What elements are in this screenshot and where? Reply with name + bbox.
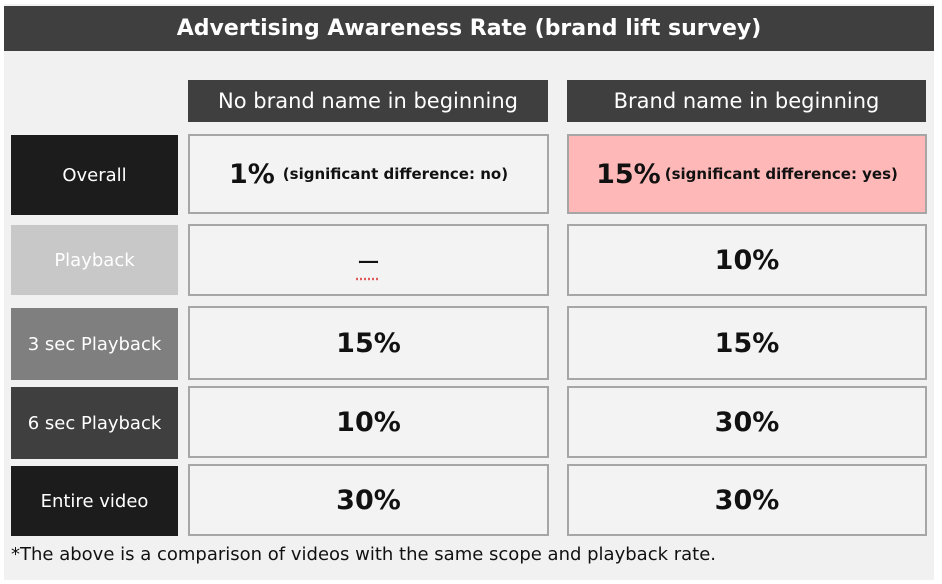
column-header-brand: Brand name in beginning bbox=[567, 80, 926, 122]
cell-value: 30% bbox=[336, 484, 401, 516]
cell-value: 1% bbox=[228, 158, 275, 190]
significance-note: (significant difference: no) bbox=[282, 165, 509, 183]
cell-value: 10% bbox=[336, 406, 401, 438]
cell-overall-no-brand: 1% (significant difference: no) bbox=[188, 134, 549, 214]
cell-value: 10% bbox=[714, 244, 780, 276]
cell-6sec-no-brand: 10% bbox=[188, 386, 549, 458]
significance-note: (significant difference: yes) bbox=[664, 165, 898, 183]
cell-value: 30% bbox=[714, 484, 780, 516]
cell-value: 15% bbox=[336, 327, 401, 359]
footnote: *The above is a comparison of videos wit… bbox=[11, 544, 717, 565]
empty-dash: ー bbox=[356, 248, 381, 277]
cell-playback-brand: 10% bbox=[567, 224, 927, 296]
cell-3sec-brand: 15% bbox=[567, 306, 927, 380]
column-header-no-brand: No brand name in beginning bbox=[188, 80, 548, 122]
cell-value: 30% bbox=[714, 406, 780, 438]
row-label-overall: Overall bbox=[11, 135, 178, 215]
row-label-playback: Playback bbox=[11, 225, 178, 295]
cell-entire-no-brand: 30% bbox=[188, 464, 549, 536]
row-label-3sec-playback: 3 sec Playback bbox=[11, 308, 178, 380]
cell-playback-no-brand: ー bbox=[188, 224, 549, 296]
cell-value: 15% bbox=[714, 327, 780, 359]
row-label-entire-video: Entire video bbox=[11, 466, 178, 536]
row-label-6sec-playback: 6 sec Playback bbox=[11, 387, 178, 459]
cell-value: 15% bbox=[596, 158, 661, 190]
cell-overall-brand: 15% (significant difference: yes) bbox=[567, 134, 927, 214]
cell-6sec-brand: 30% bbox=[567, 386, 927, 458]
cell-entire-brand: 30% bbox=[567, 464, 927, 536]
cell-3sec-no-brand: 15% bbox=[188, 306, 549, 380]
chart-title: Advertising Awareness Rate (brand lift s… bbox=[4, 6, 934, 51]
